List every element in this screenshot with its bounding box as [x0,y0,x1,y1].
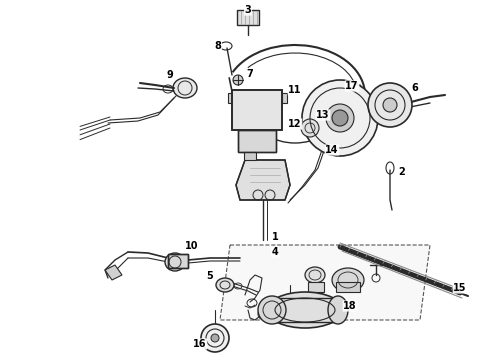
Ellipse shape [368,83,412,127]
Ellipse shape [301,119,319,137]
Text: 9: 9 [167,70,173,80]
Ellipse shape [173,78,197,98]
Text: 8: 8 [215,41,221,51]
Polygon shape [220,245,430,320]
Bar [228,93,233,103]
Text: 16: 16 [193,339,207,349]
Text: 4: 4 [271,247,278,257]
Ellipse shape [305,267,325,283]
Ellipse shape [383,98,397,112]
Bar [244,152,256,160]
Ellipse shape [332,268,364,292]
Bar [238,130,276,152]
Bar [238,130,276,152]
Bar [332,110,348,126]
Ellipse shape [201,324,229,352]
Text: 17: 17 [345,81,359,91]
Text: 12: 12 [288,119,302,129]
Bar [336,282,360,292]
Bar [168,254,188,268]
Ellipse shape [211,334,219,342]
Bar [237,10,259,25]
Bar [232,90,282,130]
Text: 13: 13 [316,110,330,120]
Polygon shape [236,160,290,200]
Polygon shape [315,90,335,104]
Text: 3: 3 [245,5,251,15]
Ellipse shape [328,296,348,324]
Bar [282,93,287,103]
Text: 7: 7 [246,69,253,79]
Ellipse shape [165,253,185,271]
Ellipse shape [216,278,234,292]
Ellipse shape [233,75,243,85]
Bar [168,254,188,268]
Bar [308,282,324,292]
Text: 11: 11 [288,85,302,95]
Bar [272,298,338,322]
Text: 1: 1 [271,232,278,242]
Text: 14: 14 [325,145,339,155]
Ellipse shape [332,110,348,126]
Ellipse shape [302,80,378,156]
Ellipse shape [267,292,343,328]
Text: 10: 10 [185,241,199,251]
Text: 5: 5 [207,271,213,281]
Bar [272,298,338,322]
Polygon shape [105,265,122,280]
Text: 18: 18 [343,301,357,311]
Bar [232,90,282,130]
Text: 2: 2 [399,167,405,177]
Text: 6: 6 [412,83,418,93]
Ellipse shape [258,296,286,324]
Text: 15: 15 [453,283,467,293]
Ellipse shape [326,104,354,132]
